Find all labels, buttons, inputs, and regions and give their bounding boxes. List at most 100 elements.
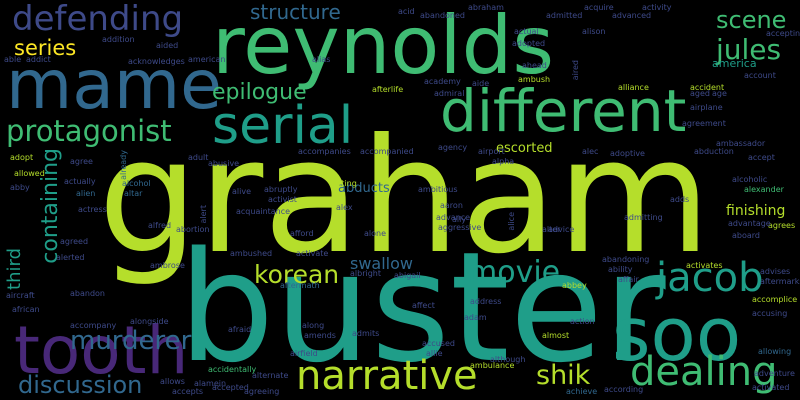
word: accompanies [298,147,351,156]
word: allowed [14,169,45,178]
word: agency [438,143,468,152]
word: reynolds [212,0,555,92]
word: dealing [630,349,778,395]
word: alerted [56,253,85,262]
word: abduction [694,147,734,156]
word: accused [422,339,455,348]
word: american [188,55,226,64]
word: accompanied [360,147,414,156]
word: buster [178,219,666,396]
word: graham [98,105,711,289]
word: afterlife [372,85,404,94]
word: aftermarks [760,277,800,286]
word: abruptly [264,185,298,194]
word: narrative [296,353,478,399]
word: alfred [148,221,172,230]
word: alice [507,212,516,231]
word: korean [254,260,340,289]
word: tooth [14,312,189,389]
word: different [440,77,687,145]
word: alien [76,189,96,198]
word: allowing [758,347,792,356]
word: alex [336,203,353,212]
word: aged [690,89,710,98]
word: finishing [726,203,786,219]
word: escorted [496,141,553,156]
word: jules [716,33,782,66]
word: ambush [518,75,551,84]
word: defending [12,0,184,39]
word: ambrose [150,261,185,270]
word: abducts [338,181,390,196]
word: amends [304,331,336,340]
word: address [470,297,502,306]
word: accident [690,83,725,92]
word: alert [199,205,208,224]
word: aide [472,79,490,88]
word: alive [232,187,252,196]
word: acquire [584,3,614,12]
word: alongside [130,317,169,326]
word: adopt [10,153,34,162]
word: acting [332,179,357,188]
word: agreed [60,237,89,246]
word: actual [514,27,539,36]
word: aided [156,41,179,50]
word: aftermath [280,281,320,290]
word: adoptive [610,149,645,158]
word: activates [686,261,723,270]
word: able [4,55,22,64]
word: although [490,355,526,364]
word: accusing [752,309,788,318]
word: african [12,305,40,314]
word: advanced [612,11,652,20]
word: alec [582,147,599,156]
word: airport [478,147,505,156]
word: adds [670,195,690,204]
word: alexander [744,185,784,194]
word: abraham [468,3,504,12]
word: albright [350,269,381,278]
word: scene [716,6,787,34]
word: america [712,57,757,70]
word: advance [436,213,471,222]
word: agrees [768,221,796,230]
word: acquaintance [236,207,291,216]
word: accepting [766,29,800,38]
word: adopted [512,39,546,48]
word: activist [268,195,297,204]
word: agree [70,157,93,166]
word: abandoning [602,255,650,264]
word: adam [464,313,487,322]
word: along [302,321,325,330]
word: alone [364,229,387,238]
word: alpha [492,157,515,166]
word: aircraft [6,291,35,300]
word: admitted [546,11,583,20]
word: discussion [18,371,143,399]
word: containing [38,148,63,264]
word: altar [124,189,143,198]
word: activity [642,3,672,12]
word: ally [452,215,467,224]
word: jacob [656,255,764,301]
word: alliance [618,83,649,92]
word: ahead [522,61,547,70]
word: allows [160,377,185,386]
word: serial [212,96,354,156]
word: abandon [70,289,105,298]
word: abby [10,183,30,192]
word: epilogue [212,80,307,105]
word: afraid [228,325,252,334]
word: ambitious [418,185,458,194]
word: affair [618,275,639,284]
word: murderer [70,326,192,356]
word: structure [250,0,341,24]
word: soo [612,292,742,378]
word: allie [426,349,443,358]
word: airfield [290,349,318,358]
word: accidentally [208,365,257,374]
word: according [604,385,644,394]
word: alter [542,225,561,234]
